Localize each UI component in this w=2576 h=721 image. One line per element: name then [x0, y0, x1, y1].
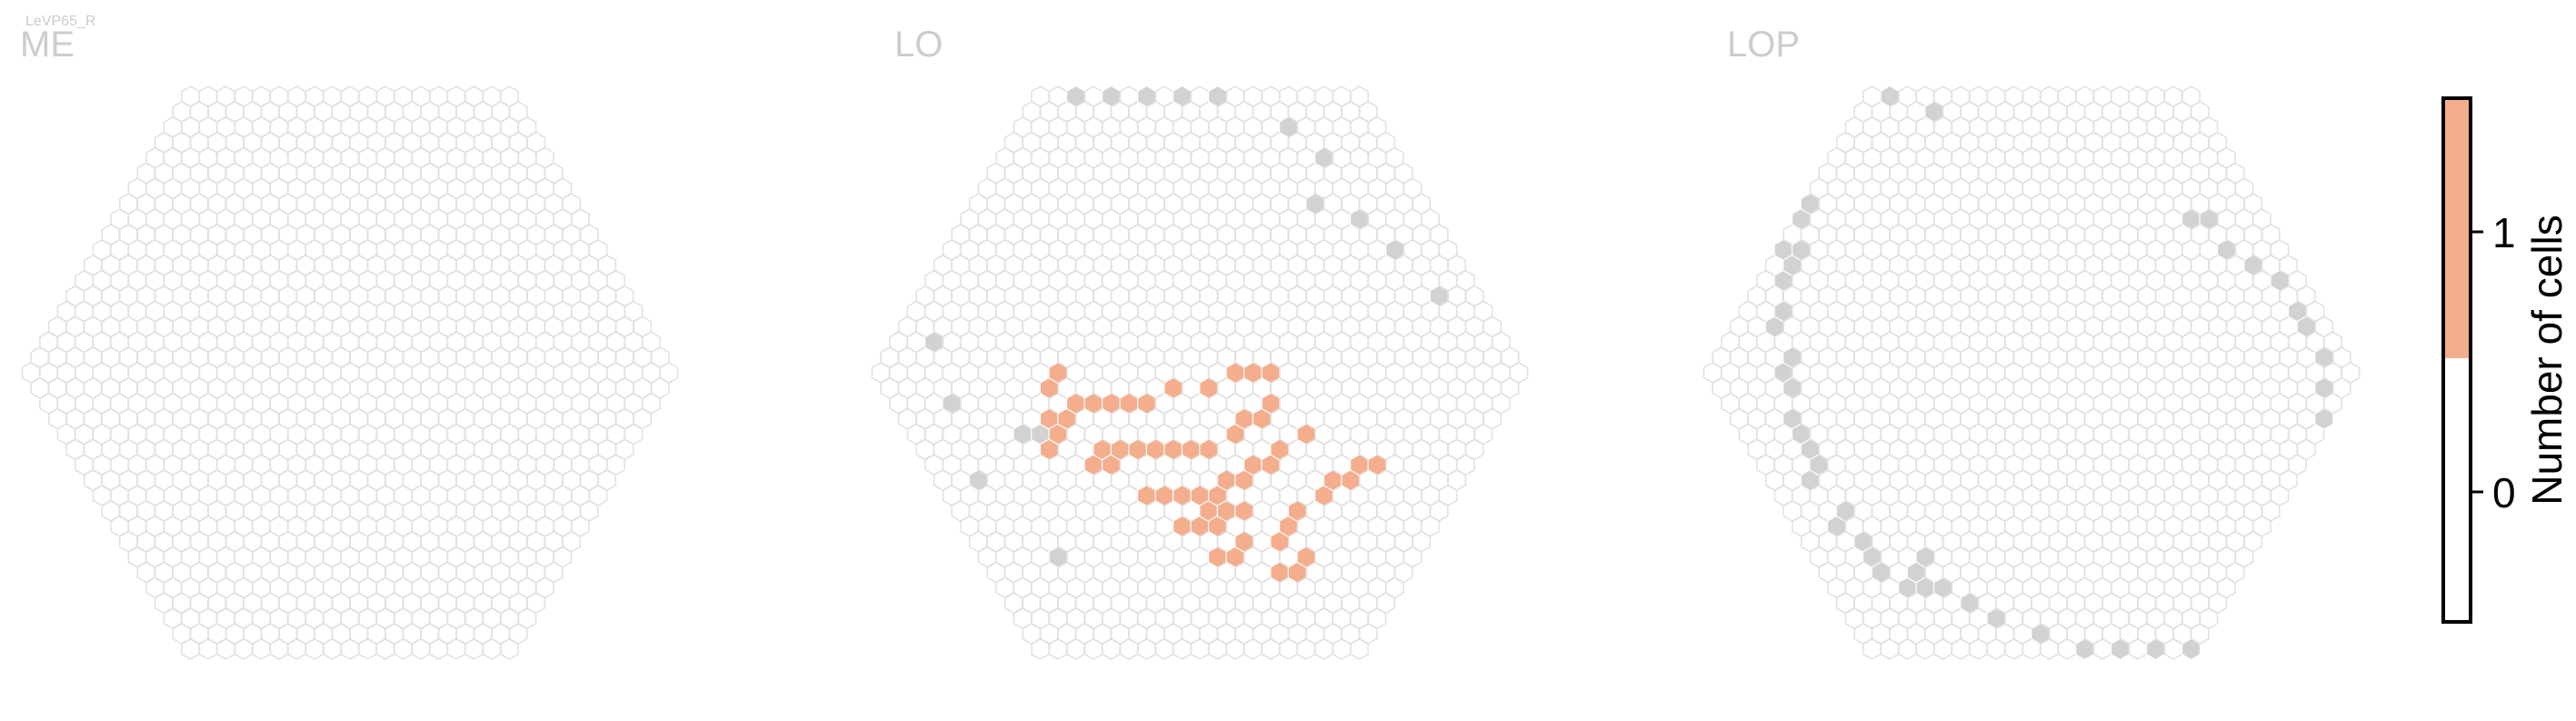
panel-lop: LOP: [1703, 25, 2359, 659]
colorbar: 1 0 Number of cells: [2443, 98, 2571, 622]
panel-title-lop: LOP: [1727, 25, 1800, 65]
panel-title-me: ME: [20, 25, 75, 65]
hex-cell: [2341, 363, 2359, 383]
panel-me-cells: [22, 86, 677, 659]
panel-lo: LO: [872, 25, 1527, 659]
panel-me: ME: [20, 25, 678, 659]
colorbar-tick-label-0: 0: [2492, 469, 2516, 516]
colorbar-segment-0: [2443, 358, 2471, 622]
panel-lo-cells: [872, 86, 1527, 659]
hex-cell: [1510, 363, 1527, 383]
colorbar-label: Number of cells: [2523, 215, 2571, 506]
panel-lop-cells: [1703, 86, 2359, 660]
hex-cell: [660, 363, 677, 383]
colorbar-tick-label-1: 1: [2492, 209, 2516, 256]
colorbar-segment-1: [2443, 98, 2471, 358]
panel-title-lo: LO: [894, 25, 943, 65]
